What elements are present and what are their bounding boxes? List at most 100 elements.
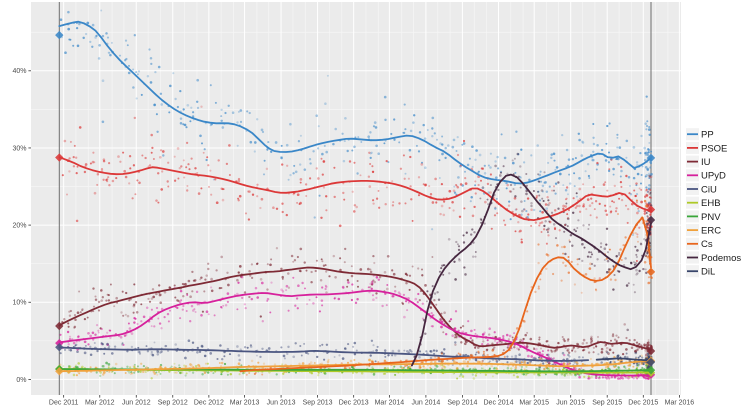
poll-point [366,267,370,271]
poll-point [220,373,223,376]
poll-point [324,284,327,287]
poll-point [617,377,620,380]
poll-point [509,361,512,364]
poll-point [391,269,394,272]
poll-point [142,370,145,374]
panel-content [55,9,656,380]
poll-point [567,256,570,258]
poll-point [147,165,150,168]
poll-point [371,294,375,297]
poll-point [132,68,135,71]
poll-point [584,170,587,173]
legend-item-UPyD: UPyD [686,169,726,182]
poll-point [469,367,472,371]
poll-point [520,361,523,364]
poll-point [353,358,356,362]
legend-label: EHB [701,198,721,209]
poll-point [502,334,505,338]
poll-point [158,322,162,325]
poll-point [590,262,594,266]
poll-point [647,365,650,368]
poll-point [250,359,254,363]
poll-point [144,156,147,160]
poll-point [550,153,553,156]
poll-point [444,146,447,150]
poll-point [612,264,615,268]
poll-point [429,366,432,369]
poll-point [439,212,442,216]
poll-point [142,365,145,368]
poll-point [487,203,490,206]
poll-point [611,200,614,203]
poll-point [494,160,497,163]
poll-point [236,345,239,348]
poll-point [595,168,598,171]
poll-point [373,261,376,265]
poll-point [256,195,259,198]
poll-point [159,366,162,369]
poll-point [647,343,651,347]
poll-point [590,375,593,379]
poll-point [313,362,316,364]
poll-point [131,197,134,200]
poll-point [474,192,477,195]
poll-point [646,252,649,255]
poll-point [463,342,467,346]
poll-point [179,89,182,93]
poll-point [598,202,601,206]
poll-point [110,41,113,44]
poll-point [209,169,212,172]
poll-point [372,298,375,302]
poll-point [494,164,497,168]
poll-point [107,51,110,54]
poll-point [491,375,494,378]
poll-point [341,132,344,135]
poll-point [191,341,195,344]
poll-point [538,374,541,377]
poll-point [560,245,564,249]
poll-point [350,274,354,278]
poll-point [575,192,578,195]
poll-point [647,151,650,154]
poll-point [634,194,637,198]
poll-point [487,164,490,167]
poll-point [108,183,111,187]
poll-point [451,145,455,149]
poll-point [607,367,610,370]
poll-point [109,329,112,332]
poll-point [480,167,483,170]
poll-point [586,198,590,201]
poll-point [600,350,604,354]
poll-point [123,169,127,173]
poll-point [493,214,497,217]
poll-point [457,352,460,355]
poll-point [564,198,567,201]
poll-point [592,346,596,349]
poll-point [605,343,608,346]
poll-point [433,352,436,355]
poll-point [109,336,112,339]
poll-point [526,197,530,200]
poll-point [333,195,336,199]
poll-point [198,350,202,354]
poll-point [421,161,423,164]
poll-point [220,365,223,368]
poll-point [185,372,188,375]
poll-point [541,350,544,353]
poll-point [481,186,485,189]
poll-point [581,342,585,345]
poll-point [239,109,243,112]
poll-point [236,144,239,147]
poll-point [503,219,505,222]
poll-point [545,242,548,245]
poll-point [605,213,609,216]
poll-point [509,218,512,221]
poll-point [564,223,567,226]
poll-point [347,281,350,284]
poll-point [596,161,599,165]
poll-point [98,43,101,47]
poll-point [78,126,82,129]
poll-point [431,325,434,328]
poll-point [489,184,492,187]
poll-point [83,317,87,321]
